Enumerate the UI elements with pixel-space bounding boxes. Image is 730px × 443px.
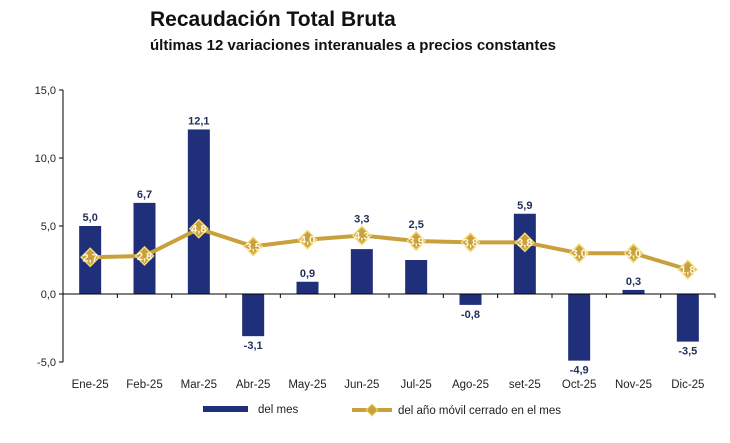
line-data-label: 3,9 bbox=[409, 236, 424, 248]
chart-title: Recaudación Total Bruta bbox=[150, 8, 396, 31]
bar-data-label: 0,3 bbox=[626, 276, 641, 288]
x-tick-label: Feb-25 bbox=[126, 379, 162, 391]
y-tick-label: -5,0 bbox=[37, 357, 56, 369]
x-tick-label: Ene-25 bbox=[72, 379, 109, 391]
y-tick-label: 0,0 bbox=[41, 289, 56, 301]
x-tick-label: Jun-25 bbox=[344, 379, 379, 391]
line-marker bbox=[351, 225, 372, 246]
bar-data-label: -3,5 bbox=[678, 346, 697, 358]
bar-data-label: 12,1 bbox=[188, 115, 209, 127]
line-data-label: 2,8 bbox=[137, 251, 152, 263]
x-tick-label: set-25 bbox=[509, 379, 541, 391]
bar bbox=[187, 129, 210, 294]
line-data-label: 3,5 bbox=[246, 241, 261, 253]
bar bbox=[350, 249, 373, 294]
x-tick-label: Jul-25 bbox=[401, 379, 432, 391]
line-marker bbox=[297, 229, 318, 250]
bar-data-label: 6,7 bbox=[137, 189, 152, 201]
line-marker bbox=[406, 230, 427, 252]
line-marker bbox=[188, 218, 209, 239]
line-data-label: 1,8 bbox=[680, 265, 695, 277]
bar bbox=[568, 294, 591, 361]
line-data-label: 3,0 bbox=[572, 248, 587, 260]
line-marker bbox=[134, 245, 155, 266]
line-data-label: 4,8 bbox=[191, 224, 206, 236]
legend-marker bbox=[365, 403, 379, 417]
chart-subtitle: últimas 12 variaciones interanuales a pr… bbox=[150, 37, 557, 54]
line-marker bbox=[460, 232, 481, 253]
x-tick-label: Oct-25 bbox=[562, 379, 597, 391]
line-marker bbox=[514, 232, 535, 253]
x-tick-label: Mar-25 bbox=[181, 379, 217, 391]
line-data-label: 2,7 bbox=[83, 252, 98, 264]
line-series bbox=[90, 226, 689, 272]
x-tick-label: Nov-25 bbox=[615, 379, 652, 391]
line-data-label: 4,0 bbox=[300, 235, 315, 247]
line-marker bbox=[623, 243, 644, 264]
bar bbox=[459, 294, 482, 305]
bar-data-label: 0,9 bbox=[300, 268, 315, 280]
line-marker bbox=[243, 236, 264, 257]
bar-data-label: -4,9 bbox=[570, 365, 589, 377]
bar-data-label: 5,0 bbox=[83, 212, 98, 224]
bar-data-label: 3,3 bbox=[354, 214, 369, 226]
line-marker bbox=[80, 247, 101, 268]
y-tick-label: 5,0 bbox=[41, 221, 56, 233]
x-tick-label: Abr-25 bbox=[236, 379, 271, 391]
bar bbox=[405, 260, 428, 294]
x-tick-label: Ago-25 bbox=[452, 379, 489, 391]
bar bbox=[242, 294, 265, 337]
bar bbox=[622, 289, 645, 294]
bar-data-label: 2,5 bbox=[409, 219, 424, 231]
y-tick-label: 10,0 bbox=[35, 153, 56, 165]
legend-label: del año móvil cerrado en el mes bbox=[398, 405, 561, 417]
line-data-label: 3,8 bbox=[463, 237, 478, 249]
bar bbox=[296, 281, 319, 294]
y-tick-label: 15,0 bbox=[35, 85, 56, 97]
line-data-label: 3,0 bbox=[626, 248, 641, 260]
line-data-label: 4,3 bbox=[354, 231, 369, 243]
legend-swatch-bar bbox=[203, 406, 248, 412]
line-marker bbox=[677, 259, 698, 280]
x-tick-label: May-25 bbox=[288, 379, 326, 391]
bar bbox=[676, 294, 699, 342]
bar-data-label: -3,1 bbox=[244, 340, 263, 352]
bar-data-label: 5,9 bbox=[517, 200, 532, 212]
x-tick-label: Dic-25 bbox=[671, 379, 704, 391]
line-marker bbox=[569, 243, 590, 264]
bar bbox=[513, 213, 536, 294]
line-data-label: 3,8 bbox=[517, 237, 532, 249]
legend-label: del mes bbox=[258, 404, 299, 416]
bar-data-label: -0,8 bbox=[461, 309, 480, 321]
